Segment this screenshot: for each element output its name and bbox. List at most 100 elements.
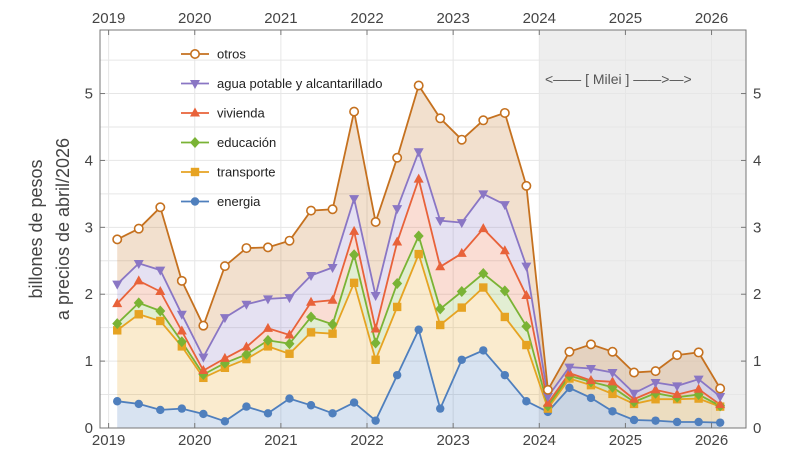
- y-tick-label: 4: [753, 152, 761, 169]
- legend-label: vivienda: [217, 106, 265, 121]
- data-point: [370, 292, 381, 302]
- x-tick-label: 2026: [695, 10, 728, 27]
- data-point: [414, 325, 423, 334]
- data-point: [585, 364, 596, 374]
- data-point: [479, 283, 488, 292]
- data-point: [414, 249, 423, 259]
- data-point: [392, 278, 403, 290]
- data-point: [241, 243, 252, 254]
- data-point: [672, 350, 683, 361]
- data-point: [392, 236, 403, 246]
- data-point: [392, 152, 403, 163]
- data-point: [155, 305, 166, 317]
- data-point: [306, 205, 317, 216]
- legend-label: energia: [217, 194, 261, 209]
- data-point: [306, 328, 316, 337]
- legend-label: agua potable y alcantarillado: [217, 76, 383, 91]
- x-tick-label: 2024: [523, 432, 556, 449]
- data-point: [284, 235, 295, 246]
- data-point: [263, 409, 273, 418]
- data-point: [112, 318, 123, 330]
- data-point: [436, 320, 445, 330]
- legend-entry-0: otros: [181, 47, 246, 62]
- area-5: [117, 329, 721, 428]
- data-point: [306, 271, 317, 281]
- y-tick-label: 2: [85, 286, 93, 303]
- data-point: [241, 341, 252, 351]
- y-axis-label-line1: billones de pesos: [26, 159, 46, 298]
- data-point: [327, 294, 338, 304]
- data-point: [499, 285, 510, 297]
- data-point: [220, 417, 230, 426]
- data-point: [436, 404, 445, 413]
- data-point: [370, 337, 381, 349]
- y-tick-label: 5: [753, 86, 761, 103]
- x-tick-label: 2023: [436, 10, 469, 27]
- data-point: [219, 314, 230, 324]
- data-point: [478, 223, 489, 233]
- y-tick-label: 5: [85, 86, 93, 103]
- data-point: [435, 113, 446, 124]
- data-point: [629, 415, 639, 425]
- x-tick-label: 2022: [350, 10, 383, 27]
- data-point: [349, 106, 360, 117]
- x-axis-bottom: 2019 2020 2021 2022 2023 2024 2025 2026: [92, 423, 728, 449]
- data-point: [262, 242, 273, 253]
- data-point: [349, 249, 360, 261]
- x-tick-label: 2026: [695, 432, 728, 449]
- data-point: [435, 261, 446, 271]
- data-point: [219, 352, 230, 362]
- data-point: [521, 262, 532, 272]
- data-point: [478, 115, 489, 126]
- data-point: [672, 389, 683, 399]
- data-point: [327, 318, 338, 330]
- legend-entry-3: educación: [181, 135, 276, 150]
- legend-marker: [190, 137, 200, 148]
- data-point: [155, 202, 166, 213]
- y-axis-right: 0 1 2 3 4 5: [741, 86, 761, 437]
- data-point: [198, 320, 209, 331]
- data-point: [112, 280, 123, 290]
- data-point: [349, 278, 359, 288]
- data-point: [564, 363, 575, 373]
- data-point: [133, 297, 144, 309]
- x-tick-label: 2022: [350, 432, 383, 449]
- data-point: [285, 349, 294, 358]
- data-point: [500, 370, 510, 380]
- data-point: [349, 225, 360, 235]
- data-point: [263, 342, 273, 351]
- area-0: [117, 85, 721, 397]
- legend-marker: [190, 48, 201, 59]
- data-point: [478, 190, 489, 200]
- data-point: [328, 409, 337, 418]
- data-point: [457, 303, 466, 312]
- y-tick-label: 3: [85, 219, 93, 236]
- data-point: [457, 355, 466, 364]
- y-tick-label: 2: [753, 286, 761, 303]
- y-tick-label: 0: [85, 420, 93, 437]
- data-point: [521, 290, 532, 300]
- data-point: [112, 298, 123, 308]
- data-point: [349, 398, 359, 407]
- data-point: [521, 320, 532, 332]
- data-point: [371, 416, 380, 425]
- data-point: [650, 379, 661, 389]
- data-point: [607, 376, 618, 386]
- data-point: [607, 368, 618, 378]
- data-point: [134, 399, 143, 409]
- data-point: [134, 310, 143, 319]
- area-2: [117, 179, 721, 406]
- milei-annotation: <—— [ Milei ] ——>—>: [545, 71, 692, 87]
- legend-entry-5: energia: [181, 194, 261, 209]
- data-point: [284, 338, 295, 350]
- data-point: [199, 409, 208, 419]
- data-point: [133, 223, 144, 234]
- data-point: [499, 107, 510, 118]
- x-tick-label: 2021: [264, 10, 297, 27]
- data-point: [285, 394, 294, 403]
- data-point: [693, 347, 704, 358]
- data-point: [155, 286, 166, 296]
- data-point: [241, 300, 252, 310]
- data-point: [306, 311, 317, 323]
- data-point: [672, 417, 682, 427]
